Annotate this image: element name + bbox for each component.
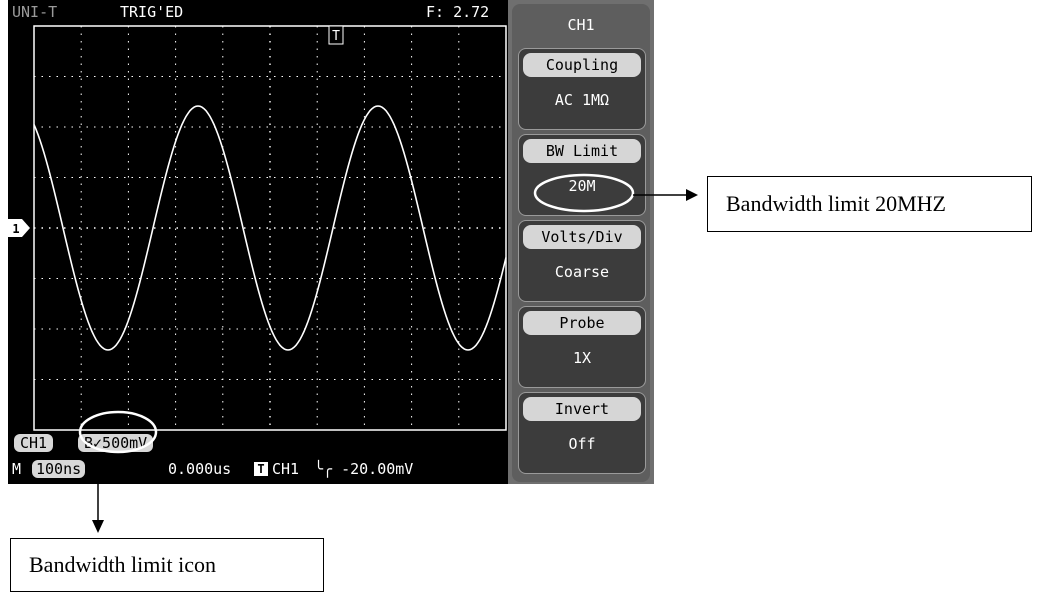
- trigger-level: ╰╭ -20.00mV: [314, 460, 414, 478]
- menu-item-value: 1X: [572, 349, 592, 367]
- main-timebase-label: M: [12, 460, 22, 478]
- sine-trace: [33, 105, 507, 351]
- arrow-head-bw: [686, 189, 698, 201]
- trigger-state: TRIG'ED: [120, 3, 184, 21]
- menu-item-coupling[interactable]: Coupling AC 1MΩ: [518, 48, 646, 130]
- menu-item-value: AC 1MΩ: [554, 91, 610, 109]
- menu-item-value: Coarse: [554, 263, 610, 281]
- frequency-readout: F: 2.72: [426, 3, 490, 21]
- menu-item-label: Invert: [523, 397, 641, 421]
- delay-readout: 0.000us: [168, 460, 232, 478]
- channel-1-marker: 1: [8, 219, 30, 237]
- oscilloscope-screen: T 1 UNI-T TRIG'ED F: 2.72 CH1 B✓500mV M …: [8, 0, 508, 484]
- volts-div-readout: B✓500mV: [78, 434, 154, 452]
- menu-item-value: Off: [568, 435, 596, 453]
- menu-title: CH1: [567, 16, 595, 34]
- trigger-marker-label: T: [332, 29, 340, 44]
- menu-item-invert[interactable]: Invert Off: [518, 392, 646, 474]
- timebase-row: M 100ns 0.000us T CH1 ╰╭ -20.00mV: [8, 460, 508, 482]
- channel-name: CH1: [14, 434, 54, 452]
- menu-item-value: 20M: [568, 177, 596, 195]
- callout-bandwidth-icon: Bandwidth limit icon: [10, 538, 324, 592]
- brand-label: UNI-T: [12, 3, 58, 21]
- channel-label: CH1: [14, 434, 54, 452]
- menu-item-probe[interactable]: Probe 1X: [518, 306, 646, 388]
- trigger-icon: T: [254, 462, 268, 476]
- menu-item-label: BW Limit: [523, 139, 641, 163]
- menu-item-volts-div[interactable]: Volts/Div Coarse: [518, 220, 646, 302]
- menu-item-label: Coupling: [523, 53, 641, 77]
- trigger-position-marker: T: [328, 25, 344, 45]
- waveform-display: T 1: [8, 25, 507, 431]
- timebase-readout: 100ns: [32, 460, 86, 478]
- status-bar: UNI-T TRIG'ED F: 2.72: [8, 0, 508, 26]
- graticule: [34, 26, 506, 430]
- graticule-border: [33, 25, 507, 431]
- channel-marker-label: 1: [12, 222, 19, 236]
- arrow-head-icon: [92, 520, 104, 533]
- menu-item-bw-limit[interactable]: BW Limit 20M: [518, 134, 646, 216]
- menu-item-label: Probe: [523, 311, 641, 335]
- callout-bandwidth-20mhz: Bandwidth limit 20MHZ: [707, 176, 1032, 232]
- menu-item-label: Volts/Div: [523, 225, 641, 249]
- trigger-source: CH1: [272, 460, 300, 478]
- channel-menu: CH1 Coupling AC 1MΩ BW Limit 20M Volts/D…: [508, 0, 654, 484]
